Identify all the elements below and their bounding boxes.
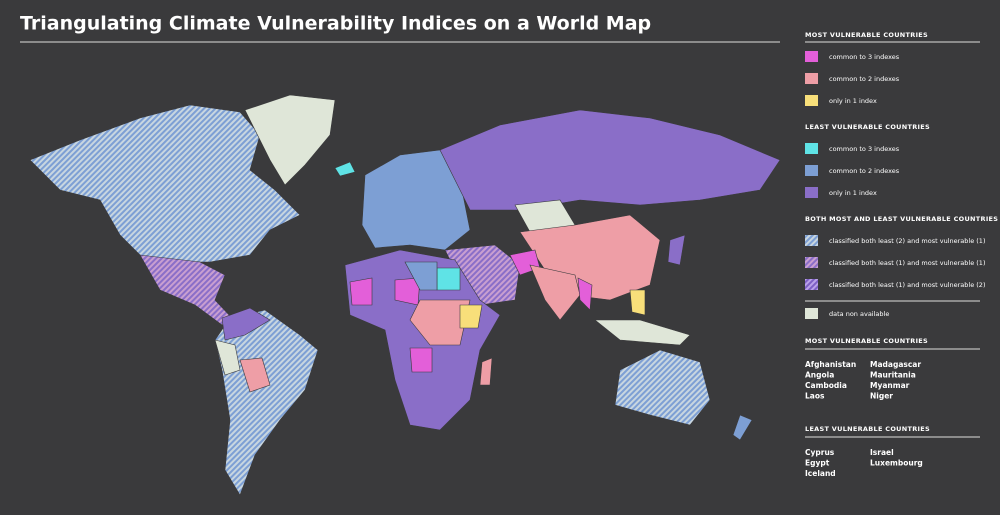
legend-swatch — [805, 257, 818, 268]
legend-label: common to 3 indexes — [829, 53, 900, 61]
country-name: Cyprus — [805, 448, 835, 457]
legend: MOST VULNERABLE COUNTRIES common to 3 ind… — [805, 31, 998, 478]
legend-swatch — [805, 279, 818, 290]
country-name: Madagascar — [870, 360, 921, 369]
bolivia — [239, 357, 271, 393]
india — [529, 264, 581, 321]
japan — [667, 234, 686, 266]
legend-swatch — [805, 165, 818, 176]
list-heading: MOST VULNERABLE COUNTRIES — [805, 337, 928, 345]
world-map — [29, 94, 781, 496]
north-america — [29, 104, 301, 263]
venezuela — [221, 307, 271, 341]
legend-label: only in 1 index — [829, 189, 877, 197]
legend-swatch — [805, 308, 818, 319]
legend-label: data non available — [829, 310, 889, 318]
legend-label: classified both least (2) and most vulne… — [829, 237, 985, 245]
country-name: Cambodia — [805, 381, 847, 390]
mauritania — [349, 277, 373, 306]
legend-swatch — [805, 73, 818, 84]
africa — [344, 249, 501, 431]
angola — [409, 347, 433, 373]
sahel — [409, 299, 471, 346]
legend-label: common to 2 indexes — [829, 167, 900, 175]
new-zealand — [732, 414, 753, 441]
legend-label: common to 2 indexes — [829, 75, 900, 83]
legend-label: common to 3 indexes — [829, 145, 900, 153]
legend-swatch — [805, 143, 818, 154]
egypt — [436, 267, 461, 291]
myanmar — [577, 277, 593, 311]
greenland — [244, 94, 336, 186]
legend-label: classified both least (1) and most vulne… — [829, 259, 985, 267]
legend-label: classified both least (1) and most vulne… — [829, 281, 985, 289]
peru — [214, 339, 241, 376]
iceland — [334, 161, 356, 177]
country-name: Iceland — [805, 469, 836, 478]
list-heading: LEAST VULNERABLE COUNTRIES — [805, 425, 930, 433]
legend-label: only in 1 index — [829, 97, 877, 105]
country-name: Egypt — [805, 459, 830, 468]
southeast-asia — [594, 319, 691, 346]
title: Triangulating Climate Vulnerability Indi… — [20, 13, 651, 35]
legend-heading: MOST VULNERABLE COUNTRIES — [805, 31, 928, 39]
country-name: Israel — [870, 448, 894, 457]
australia — [614, 349, 711, 426]
country-name: Niger — [870, 392, 893, 401]
legend-swatch — [805, 187, 818, 198]
country-name: Afghanistan — [805, 360, 856, 369]
legend-swatch — [805, 51, 818, 62]
country-name: Laos — [805, 392, 825, 401]
legend-swatch — [805, 95, 818, 106]
country-name: Luxembourg — [870, 459, 923, 468]
madagascar — [479, 357, 493, 386]
europe — [361, 149, 471, 251]
country-name: Myanmar — [870, 381, 910, 390]
country-name: Angola — [805, 371, 834, 380]
legend-heading: LEAST VULNERABLE COUNTRIES — [805, 123, 930, 131]
country-name: Mauritania — [870, 371, 916, 380]
ethiopia — [459, 304, 483, 329]
south-america — [214, 309, 319, 496]
legend-swatch — [805, 235, 818, 246]
philippines — [629, 289, 646, 316]
libya — [404, 261, 438, 291]
legend-heading: BOTH MOST AND LEAST VULNERABLE COUNTRIES — [805, 215, 998, 223]
